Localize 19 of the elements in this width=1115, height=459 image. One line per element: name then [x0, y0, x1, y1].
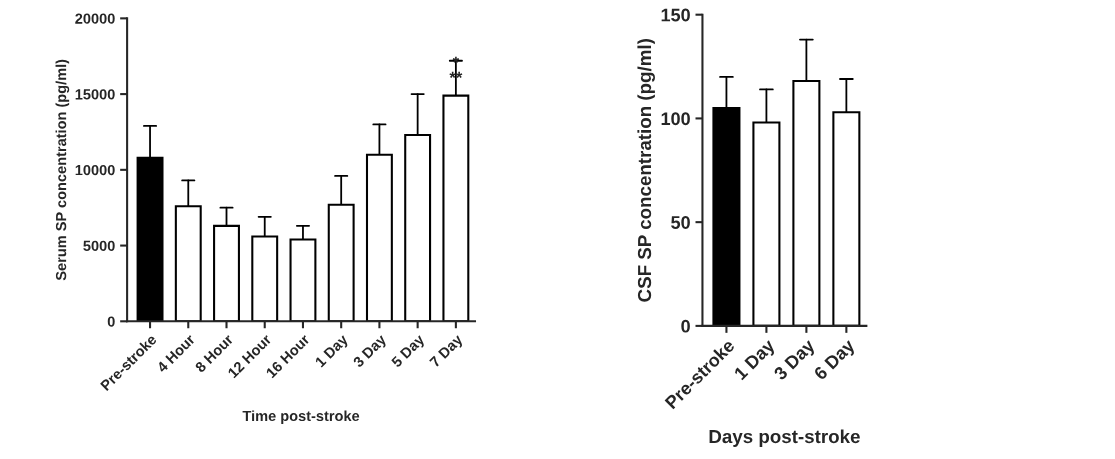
y-axis-title: Serum SP concentration (pg/ml): [55, 59, 70, 281]
y-tick-label: 0: [107, 316, 115, 327]
y-tick-label: 50: [671, 216, 690, 229]
annotation: *: [452, 56, 460, 63]
y-tick-label: 10000: [75, 164, 115, 176]
x-axis-title: Days post-stroke: [709, 429, 860, 447]
x-tick-label: 1 Day: [314, 333, 351, 370]
x-tick-label: 5 Day: [390, 333, 428, 370]
x-tick-label: 6 Day: [813, 338, 859, 384]
x-tick-label: 7 Day: [429, 333, 466, 370]
y-tick-label: 150: [661, 8, 690, 22]
y-tick-label: 0: [681, 319, 690, 333]
x-axis-title: Time post-stroke: [242, 410, 360, 424]
x-tick-label: 3 Day: [352, 333, 389, 370]
y-tick-label: 15000: [75, 89, 115, 100]
y-axis-title: CSF SP concentration (pg/ml): [637, 39, 655, 302]
y-tick-label: 5000: [83, 240, 115, 251]
y-tick-label: 20000: [75, 13, 115, 24]
y-tick-label: 100: [661, 112, 690, 126]
